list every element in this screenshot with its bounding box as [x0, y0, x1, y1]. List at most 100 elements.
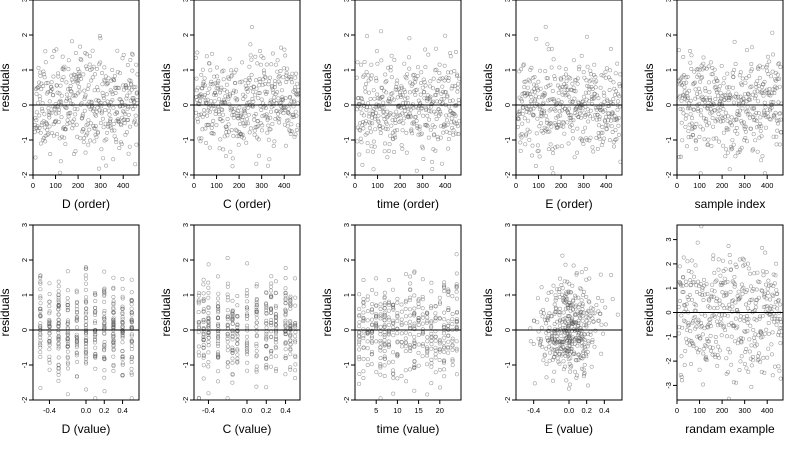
- data-point: [395, 340, 400, 345]
- points: [355, 29, 461, 173]
- data-point: [416, 342, 421, 347]
- data-point: [446, 146, 451, 151]
- data-point: [202, 108, 207, 113]
- data-point: [596, 295, 601, 300]
- data-point: [82, 108, 87, 113]
- data-point: [723, 280, 728, 285]
- data-point: [93, 292, 98, 297]
- data-point: [768, 117, 773, 122]
- data-point: [572, 320, 577, 325]
- data-point: [91, 123, 96, 128]
- data-point: [687, 88, 692, 93]
- data-point: [269, 320, 274, 325]
- data-point: [101, 96, 106, 101]
- data-point: [564, 378, 569, 383]
- data-point: [293, 132, 298, 137]
- data-point: [120, 104, 125, 109]
- data-point: [437, 367, 442, 372]
- data-point: [560, 108, 565, 113]
- data-point: [450, 294, 455, 299]
- data-point: [449, 120, 454, 125]
- data-point: [357, 330, 362, 335]
- data-point: [208, 82, 213, 87]
- data-point: [568, 99, 573, 104]
- data-point: [694, 289, 699, 294]
- data-point: [542, 353, 547, 358]
- data-point: [414, 87, 419, 92]
- data-point: [216, 78, 221, 83]
- y-tick-label: 0: [503, 103, 512, 107]
- data-point: [432, 109, 437, 114]
- data-point: [435, 89, 440, 94]
- data-point: [529, 153, 534, 158]
- data-point: [439, 97, 444, 102]
- data-point: [254, 367, 259, 372]
- data-point: [574, 272, 579, 277]
- data-point: [761, 93, 766, 98]
- data-point: [438, 111, 443, 116]
- data-point: [273, 318, 278, 323]
- data-point: [724, 356, 729, 361]
- data-point: [580, 344, 585, 349]
- data-point: [677, 279, 682, 284]
- data-point: [688, 361, 693, 366]
- data-point: [206, 123, 211, 128]
- data-point: [202, 93, 207, 98]
- data-point: [415, 124, 420, 129]
- data-point: [245, 117, 250, 122]
- data-point: [593, 85, 598, 90]
- data-point: [392, 117, 397, 122]
- data-point: [454, 74, 459, 79]
- data-point: [425, 392, 430, 397]
- data-point: [263, 89, 268, 94]
- data-point: [269, 317, 274, 322]
- data-point: [755, 270, 760, 275]
- data-point: [591, 149, 596, 154]
- data-point: [694, 324, 699, 329]
- data-point: [93, 332, 98, 337]
- data-point: [382, 363, 387, 368]
- data-point: [743, 329, 748, 334]
- data-point: [120, 361, 125, 366]
- data-point: [235, 347, 240, 352]
- data-point: [416, 318, 421, 323]
- data-point: [763, 125, 768, 130]
- data-point: [98, 60, 103, 65]
- data-point: [404, 321, 409, 326]
- data-point: [358, 128, 363, 133]
- data-point: [254, 312, 259, 317]
- data-point: [278, 45, 283, 50]
- data-point: [133, 122, 138, 127]
- data-point: [561, 300, 566, 305]
- data-point: [365, 131, 370, 136]
- y-tick-label: 0: [342, 328, 351, 332]
- data-point: [56, 312, 61, 317]
- data-point: [210, 122, 215, 127]
- data-point: [245, 348, 250, 353]
- data-point: [216, 369, 221, 374]
- data-point: [207, 61, 212, 66]
- data-point: [129, 297, 134, 302]
- data-point: [102, 293, 107, 298]
- data-point: [56, 334, 61, 339]
- data-point: [408, 313, 413, 318]
- data-point: [553, 306, 558, 311]
- data-point: [230, 380, 235, 385]
- data-point: [552, 328, 557, 333]
- data-point: [552, 351, 557, 356]
- data-point: [758, 129, 763, 134]
- data-point: [111, 105, 116, 110]
- data-point: [47, 367, 52, 372]
- data-point: [766, 346, 771, 351]
- data-point: [36, 80, 41, 85]
- data-point: [56, 298, 61, 303]
- data-point: [259, 97, 264, 102]
- data-point: [528, 339, 533, 344]
- data-point: [700, 292, 705, 297]
- data-point: [74, 318, 79, 323]
- data-point: [426, 52, 431, 57]
- data-point: [382, 354, 387, 359]
- data-point: [84, 361, 89, 366]
- data-point: [374, 339, 379, 344]
- data-point: [541, 110, 546, 115]
